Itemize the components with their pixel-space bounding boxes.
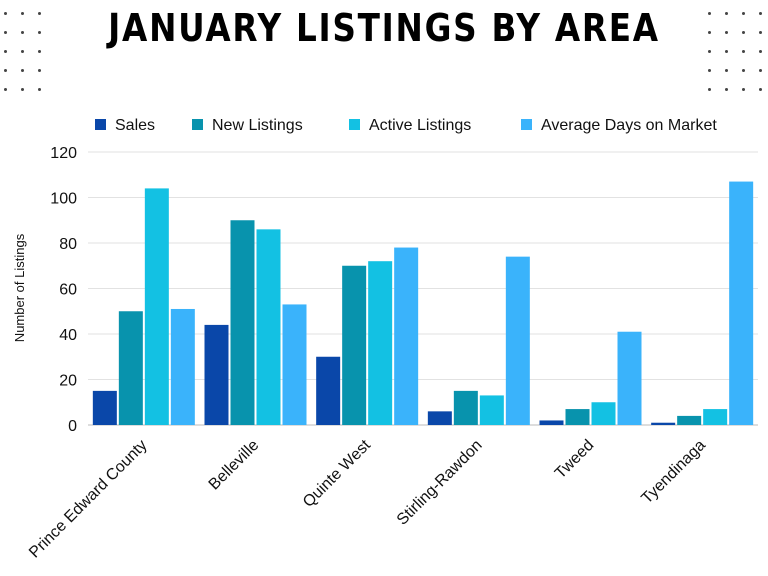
- bar: [729, 181, 754, 425]
- bar: [204, 324, 229, 425]
- y-axis-label: Number of Listings: [12, 233, 27, 342]
- decor-dot: [708, 88, 711, 91]
- decor-dot: [742, 50, 745, 53]
- legend-label: Active Listings: [369, 117, 471, 134]
- decor-dot: [708, 31, 711, 34]
- y-tick-label: 100: [50, 191, 77, 208]
- bar: [256, 229, 281, 425]
- decor-dot: [38, 88, 41, 91]
- decor-dot: [38, 12, 41, 15]
- decor-dot: [742, 31, 745, 34]
- decor-dot: [759, 50, 762, 53]
- decor-dot: [4, 31, 7, 34]
- bar: [282, 304, 307, 425]
- legend: Sales New Listings Active Listings Average …: [95, 117, 717, 134]
- decor-dot: [21, 31, 24, 34]
- bar: [144, 188, 169, 425]
- bar: [170, 308, 195, 425]
- legend-swatch: [349, 119, 360, 130]
- x-tick-label: Tyendinaga: [638, 437, 709, 508]
- decor-dot: [21, 69, 24, 72]
- bar: [703, 409, 728, 425]
- bar: [651, 422, 676, 425]
- bar: [617, 331, 642, 425]
- dot-grid-decoration-right: [708, 12, 764, 96]
- decor-dot: [725, 69, 728, 72]
- decor-dot: [759, 31, 762, 34]
- decor-dot: [4, 50, 7, 53]
- decor-dot: [21, 50, 24, 53]
- x-axis-ticks: Prince Edward County Belleville Quinte Wes…: [26, 436, 709, 561]
- bar: [539, 420, 564, 425]
- legend-label: New Listings: [212, 117, 303, 134]
- y-tick-label: 20: [59, 373, 77, 390]
- bar: [394, 247, 419, 425]
- decor-dot: [708, 69, 711, 72]
- legend-swatch: [95, 119, 106, 130]
- decor-dot: [759, 88, 762, 91]
- decor-dot: [38, 50, 41, 53]
- bars: [92, 181, 754, 425]
- x-tick-label: Stirling-Rawdon: [394, 437, 486, 529]
- decor-dot: [742, 12, 745, 15]
- x-tick-label: Tweed: [552, 437, 597, 482]
- bar: [677, 415, 702, 425]
- y-tick-label: 120: [50, 145, 77, 162]
- legend-swatch: [192, 119, 203, 130]
- bar: [505, 256, 530, 425]
- decor-dot: [725, 88, 728, 91]
- decor-dot: [725, 31, 728, 34]
- y-tick-label: 0: [68, 418, 77, 435]
- decor-dot: [725, 12, 728, 15]
- decor-dot: [759, 12, 762, 15]
- bar: [453, 390, 478, 425]
- bar: [427, 411, 452, 425]
- y-axis-ticks: 0 20 40 60 80 100 120: [50, 145, 77, 435]
- dot-grid-decoration-left: [4, 12, 44, 96]
- decor-dot: [708, 12, 711, 15]
- legend-label: Average Days on Market: [541, 117, 717, 134]
- decor-dot: [4, 69, 7, 72]
- decor-dot: [21, 12, 24, 15]
- decor-dot: [21, 88, 24, 91]
- x-tick-label: Prince Edward County: [26, 437, 151, 562]
- x-tick-label: Belleville: [206, 437, 263, 494]
- bar: [591, 402, 616, 425]
- decor-dot: [742, 88, 745, 91]
- bar: [342, 265, 367, 425]
- legend-label: Sales: [115, 117, 155, 134]
- decor-dot: [38, 69, 41, 72]
- bar: [230, 220, 255, 425]
- y-tick-label: 80: [59, 236, 77, 253]
- bar: [479, 395, 504, 425]
- y-tick-label: 60: [59, 282, 77, 299]
- decor-dot: [4, 88, 7, 91]
- y-tick-label: 40: [59, 327, 77, 344]
- legend-swatch: [521, 119, 532, 130]
- bar: [118, 311, 143, 425]
- bar: [92, 390, 117, 425]
- x-tick-label: Quinte West: [300, 436, 374, 510]
- decor-dot: [38, 31, 41, 34]
- decor-dot: [725, 50, 728, 53]
- decor-dot: [708, 50, 711, 53]
- decor-dot: [742, 69, 745, 72]
- decor-dot: [759, 69, 762, 72]
- bar: [368, 261, 393, 425]
- gridlines: [88, 151, 758, 426]
- bar: [316, 356, 341, 425]
- decor-dot: [4, 12, 7, 15]
- bar: [565, 409, 590, 425]
- chart-title: JANUARY LISTINGS BY AREA: [108, 6, 660, 50]
